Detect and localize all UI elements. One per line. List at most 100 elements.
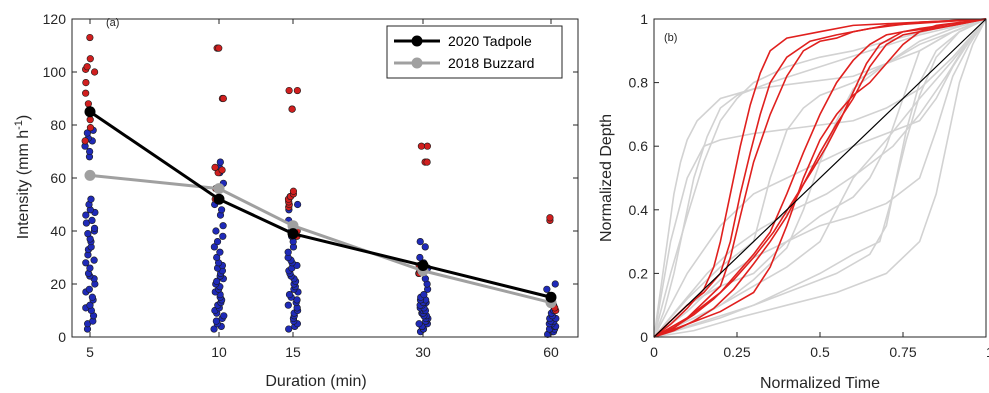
scatter-point-blue xyxy=(543,285,551,293)
panel-b-x-tick-label: 0.75 xyxy=(889,344,916,360)
scatter-point-red xyxy=(423,158,431,166)
scatter-point-red xyxy=(218,166,226,174)
series-marker-tadpole xyxy=(545,291,557,303)
panel-b-y-tick-label: 0.8 xyxy=(629,75,649,91)
panel-a-y-tick-label: 120 xyxy=(43,11,67,27)
series-marker-buzzard xyxy=(84,169,96,181)
scatter-point-blue xyxy=(212,227,220,235)
panel-b: 0 0.2 0.4 0.6 0.8 1 0 0.25 0.5 0.75 1 (b) Normaliz… xyxy=(598,11,989,392)
scatter-point-blue xyxy=(219,222,227,230)
scatter-point-blue xyxy=(86,301,94,309)
scatter-point-red xyxy=(219,94,227,103)
scatter-point-red xyxy=(293,86,301,95)
scatter-point-blue xyxy=(83,129,91,137)
scatter-point-red xyxy=(82,89,90,97)
scatter-point-red xyxy=(211,163,219,171)
scatter-point-blue xyxy=(82,211,90,219)
panel-a-x-tick-label: 15 xyxy=(285,344,301,360)
scatter-point-blue xyxy=(86,147,94,156)
scatter-point-red xyxy=(546,214,554,222)
gray-hyetograph-curve xyxy=(653,18,987,338)
scatter-point-blue xyxy=(210,243,218,251)
scatter-point-blue xyxy=(285,291,294,299)
scatter-point-blue xyxy=(213,238,222,246)
panel-b-x-tick-label: 0.25 xyxy=(723,344,750,360)
scatter-point-blue xyxy=(285,325,293,333)
legend-tadpole-label: 2020 Tadpole xyxy=(448,33,532,49)
series-line-tadpole xyxy=(89,110,552,299)
panel-a-label: (a) xyxy=(106,17,119,29)
red-hyetograph-curve xyxy=(653,18,987,338)
scatter-point-blue xyxy=(85,285,93,293)
scatter-point-blue xyxy=(86,264,94,272)
scatter-point-blue xyxy=(210,325,218,333)
scatter-point-blue xyxy=(88,293,96,301)
panel-b-x-tick-label: 0.5 xyxy=(810,344,830,360)
scatter-point-red xyxy=(83,63,91,71)
scatter-point-blue xyxy=(284,301,292,309)
scatter-point-red xyxy=(86,33,94,42)
legend-tadpole-marker xyxy=(411,35,423,47)
scatter-point-blue xyxy=(416,253,424,262)
panel-b-x-tick-label: 1 xyxy=(986,344,989,360)
scatter-point-red xyxy=(289,187,298,195)
red-hyetograph-curve xyxy=(653,18,987,338)
scatter-point-red xyxy=(285,86,293,95)
red-hyetograph-curve xyxy=(653,18,987,338)
scatter-point-red xyxy=(86,116,94,124)
scatter-point-blue xyxy=(416,238,424,246)
series-marker-tadpole xyxy=(417,259,429,271)
scatter-point-blue xyxy=(88,216,96,224)
panel-a-y-axis-label-end: ) xyxy=(15,115,32,120)
panel-a-y-axis-label-main: Intensity (mm h xyxy=(15,130,32,239)
panel-a-x-tick-label: 60 xyxy=(543,344,559,360)
panel-a-y-tick-label: 60 xyxy=(50,170,66,186)
scatter-point-blue xyxy=(87,195,95,203)
scatter-point-red xyxy=(288,105,296,113)
scatter-point-blue xyxy=(294,200,302,209)
series-marker-tadpole xyxy=(84,106,96,118)
panel-a-y-tick-label: 100 xyxy=(43,64,67,80)
scatter-point-blue xyxy=(213,253,221,262)
scatter-point-red xyxy=(86,124,95,132)
scatter-point-red xyxy=(215,44,223,52)
legend-buzzard-marker xyxy=(411,57,423,69)
gray-hyetograph-curve xyxy=(653,18,987,338)
panel-b-axes: 0 0.2 0.4 0.6 0.8 1 0 0.25 0.5 0.75 1 xyxy=(629,11,989,360)
scatter-point-blue xyxy=(82,259,90,267)
scatter-point-blue xyxy=(421,275,429,283)
scatter-point-red xyxy=(417,142,426,150)
legend: 2020 Tadpole 2018 Buzzard xyxy=(386,25,563,79)
panel-a-y-axis-label: Intensity (mm h-1) xyxy=(13,115,32,239)
panel-b-x-axis-label: Normalized Time xyxy=(760,375,880,392)
scatter-point-blue xyxy=(212,317,220,325)
scatter-point-blue xyxy=(415,320,423,328)
scatter-point-blue xyxy=(213,277,221,285)
scatter-point-red xyxy=(81,137,89,145)
scatter-point-blue xyxy=(284,248,292,256)
panel-a-y-tick-label: 0 xyxy=(58,329,66,345)
panel-b-y-tick-label: 0 xyxy=(640,329,648,345)
panel-a-y-axis-label-superscript: -1 xyxy=(13,120,25,130)
scatter-point-blue xyxy=(220,312,228,320)
scatter-point-blue xyxy=(216,248,224,256)
panel-a-y-tick-label: 80 xyxy=(50,117,66,133)
panel-b-lines-layer xyxy=(653,18,987,338)
scatter-point-red xyxy=(82,78,90,87)
panel-a-points-layer xyxy=(81,33,560,338)
scatter-point-blue xyxy=(293,296,301,304)
series-marker-buzzard xyxy=(287,220,299,232)
scatter-point-blue xyxy=(219,232,227,240)
scatter-point-red xyxy=(423,142,431,150)
series-marker-buzzard xyxy=(213,183,225,195)
scatter-point-blue xyxy=(216,158,224,166)
panel-a-x-tick-label: 5 xyxy=(86,344,94,360)
panel-b-x-tick-label: 0 xyxy=(650,344,658,360)
panel-a-x-tick-label: 10 xyxy=(211,344,227,360)
panel-a-lines-layer xyxy=(84,106,557,309)
legend-buzzard-label: 2018 Buzzard xyxy=(448,55,534,71)
scatter-point-blue xyxy=(217,206,226,214)
panel-a-x-axis-label: Duration (min) xyxy=(265,373,366,390)
scatter-point-red xyxy=(84,100,92,108)
